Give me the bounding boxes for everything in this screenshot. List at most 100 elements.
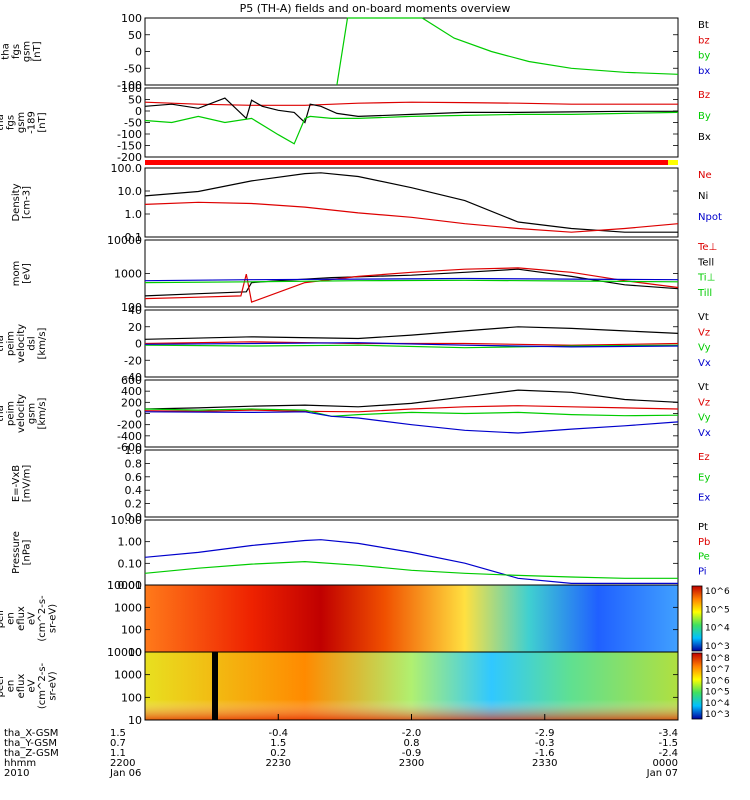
- footer-row-label: tha_Y-GSM: [4, 738, 57, 749]
- panel-frame: [144, 17, 679, 86]
- ytick-label: -50: [124, 62, 142, 75]
- ylabel-line: [km/s]: [37, 397, 48, 429]
- ylabel: thapeerenefluxeV(cm^2-s-sr-eV): [0, 662, 59, 709]
- series-Pi: [144, 539, 678, 585]
- ytick-label: 0.01: [118, 579, 143, 592]
- footer-row-label: 2010: [4, 768, 29, 779]
- legend-entry: Vx: [698, 358, 711, 369]
- colorbar-label: 10^7: [705, 665, 730, 675]
- legend-entry: Tell: [697, 257, 714, 268]
- legend-entry: Te⊥: [697, 242, 717, 253]
- panel-mom: 10000 1000 100 mom [eV] Te⊥ Tell Ti⊥ Till: [11, 234, 718, 314]
- ytick-label: 1.0: [125, 444, 143, 457]
- ylabel-line: [nT]: [37, 112, 48, 132]
- ylabel-line: [nT]: [32, 41, 43, 61]
- chart-title: P5 (TH-A) fields and on-board moments ov…: [240, 2, 511, 15]
- ylabel-line: (cm^2-s-: [37, 595, 48, 642]
- legend-entry: by: [698, 51, 710, 62]
- footer-value: Jan 06: [109, 768, 141, 779]
- ytick-label: 0.4: [125, 484, 143, 497]
- legend-entry: Ez: [698, 452, 710, 463]
- series-Tell: [144, 268, 679, 297]
- ytick-label: 100: [121, 301, 142, 314]
- ytick-label: 1000: [114, 601, 142, 614]
- legend-entry: Pe: [698, 552, 710, 563]
- footer-value: -0.3: [535, 738, 555, 749]
- ylabel: Density [cm-3]: [11, 183, 33, 221]
- footer-value: 2300: [399, 758, 424, 769]
- footer-row-label: tha_Z-GSM: [4, 748, 59, 759]
- ytick-label: 50: [128, 29, 142, 42]
- ylabel-line: Pressure: [11, 531, 22, 574]
- spectrogram-overlay: [145, 652, 678, 720]
- ylabel-line: fgs: [11, 44, 22, 59]
- ylabel-line: eV: [27, 679, 38, 692]
- ylabel-line: tha: [0, 114, 6, 130]
- ytick-label: 1.0: [125, 208, 143, 221]
- ytick-label: 10: [128, 714, 142, 727]
- series-Bz: [144, 101, 678, 106]
- footer-value: -0.4: [268, 728, 288, 739]
- series-Ni: [144, 172, 678, 233]
- ytick-label: 0.8: [125, 457, 143, 470]
- series-Vt: [144, 326, 679, 340]
- legend-entry: Pb: [698, 537, 710, 548]
- colorbar: [691, 652, 703, 720]
- legend-entry: Ti⊥: [697, 273, 715, 284]
- panel-efield: 1.00.80.60.40.20.0 E=-VxB [mV/m] Ez Ey Ex: [11, 444, 711, 524]
- ylabel: tha fgs gsm -189 [nT]: [0, 111, 48, 134]
- ytick-label: 0: [135, 105, 142, 118]
- footer-row-label: hhmm: [4, 758, 36, 769]
- footer-value: 2330: [532, 758, 557, 769]
- ytick-label: 0.6: [125, 471, 143, 484]
- ylabel-line: gsm: [27, 403, 38, 424]
- status-bar-end: [668, 160, 678, 165]
- colorbar-label: 10^5: [705, 605, 730, 615]
- ytick-label: 20: [128, 321, 142, 334]
- legend-entry: Bx: [698, 132, 711, 143]
- ylabel-line: en: [6, 680, 17, 693]
- ylabel-line: gsm: [21, 41, 32, 62]
- spectrogram: [145, 585, 678, 652]
- ytick-label: -40: [124, 371, 142, 384]
- legend-entry: Npot: [698, 212, 722, 223]
- legend-entry: Vy: [698, 343, 711, 354]
- series-Te⊥: [144, 267, 679, 303]
- ytick-label: -600: [117, 441, 142, 454]
- data-gap-bar: [212, 652, 218, 720]
- colorbar: [691, 585, 703, 652]
- ylabel-line: [eV]: [21, 263, 32, 284]
- footer-value: 2200: [110, 758, 135, 769]
- colorbar-label: 10^5: [705, 688, 730, 698]
- ytick-label: 10: [128, 646, 142, 659]
- ytick-label: 0.2: [125, 498, 143, 511]
- ytick-label: 1000: [114, 669, 142, 682]
- ylabel-line: peir: [0, 608, 6, 628]
- ytick-label: 0: [135, 46, 142, 59]
- ytick-label: 10.0: [118, 185, 143, 198]
- series-Vz: [144, 405, 679, 413]
- footer-row-label: tha_X-GSM: [4, 728, 58, 739]
- footer-value: -1.6: [535, 748, 555, 759]
- ytick-label: 100: [121, 624, 142, 637]
- ytick-label: 100: [121, 12, 142, 25]
- x-axis: [144, 714, 679, 720]
- footer-value: 0000: [653, 758, 678, 769]
- ylabel-line: sr-eV): [48, 671, 59, 700]
- footer-value: Jan 07: [646, 768, 678, 779]
- legend-entry: Vy: [698, 413, 711, 424]
- ylabel-line: (cm^2-s-: [37, 662, 48, 709]
- series-By: [144, 111, 679, 145]
- ytick-label: 0: [135, 338, 142, 351]
- colorbar-label: 10^6: [705, 587, 730, 597]
- series-Ne: [144, 201, 679, 233]
- ylabel-line: Density: [11, 183, 22, 221]
- panel-frame: [144, 379, 679, 448]
- colorbar-label: 10^4: [705, 624, 730, 634]
- ylabel-line: tha: [0, 405, 6, 421]
- ytick-label: 0.10: [118, 557, 143, 570]
- footer-value: 1.1: [110, 748, 126, 759]
- ytick-label: 50: [128, 94, 142, 107]
- ytick-label: 100: [121, 691, 142, 704]
